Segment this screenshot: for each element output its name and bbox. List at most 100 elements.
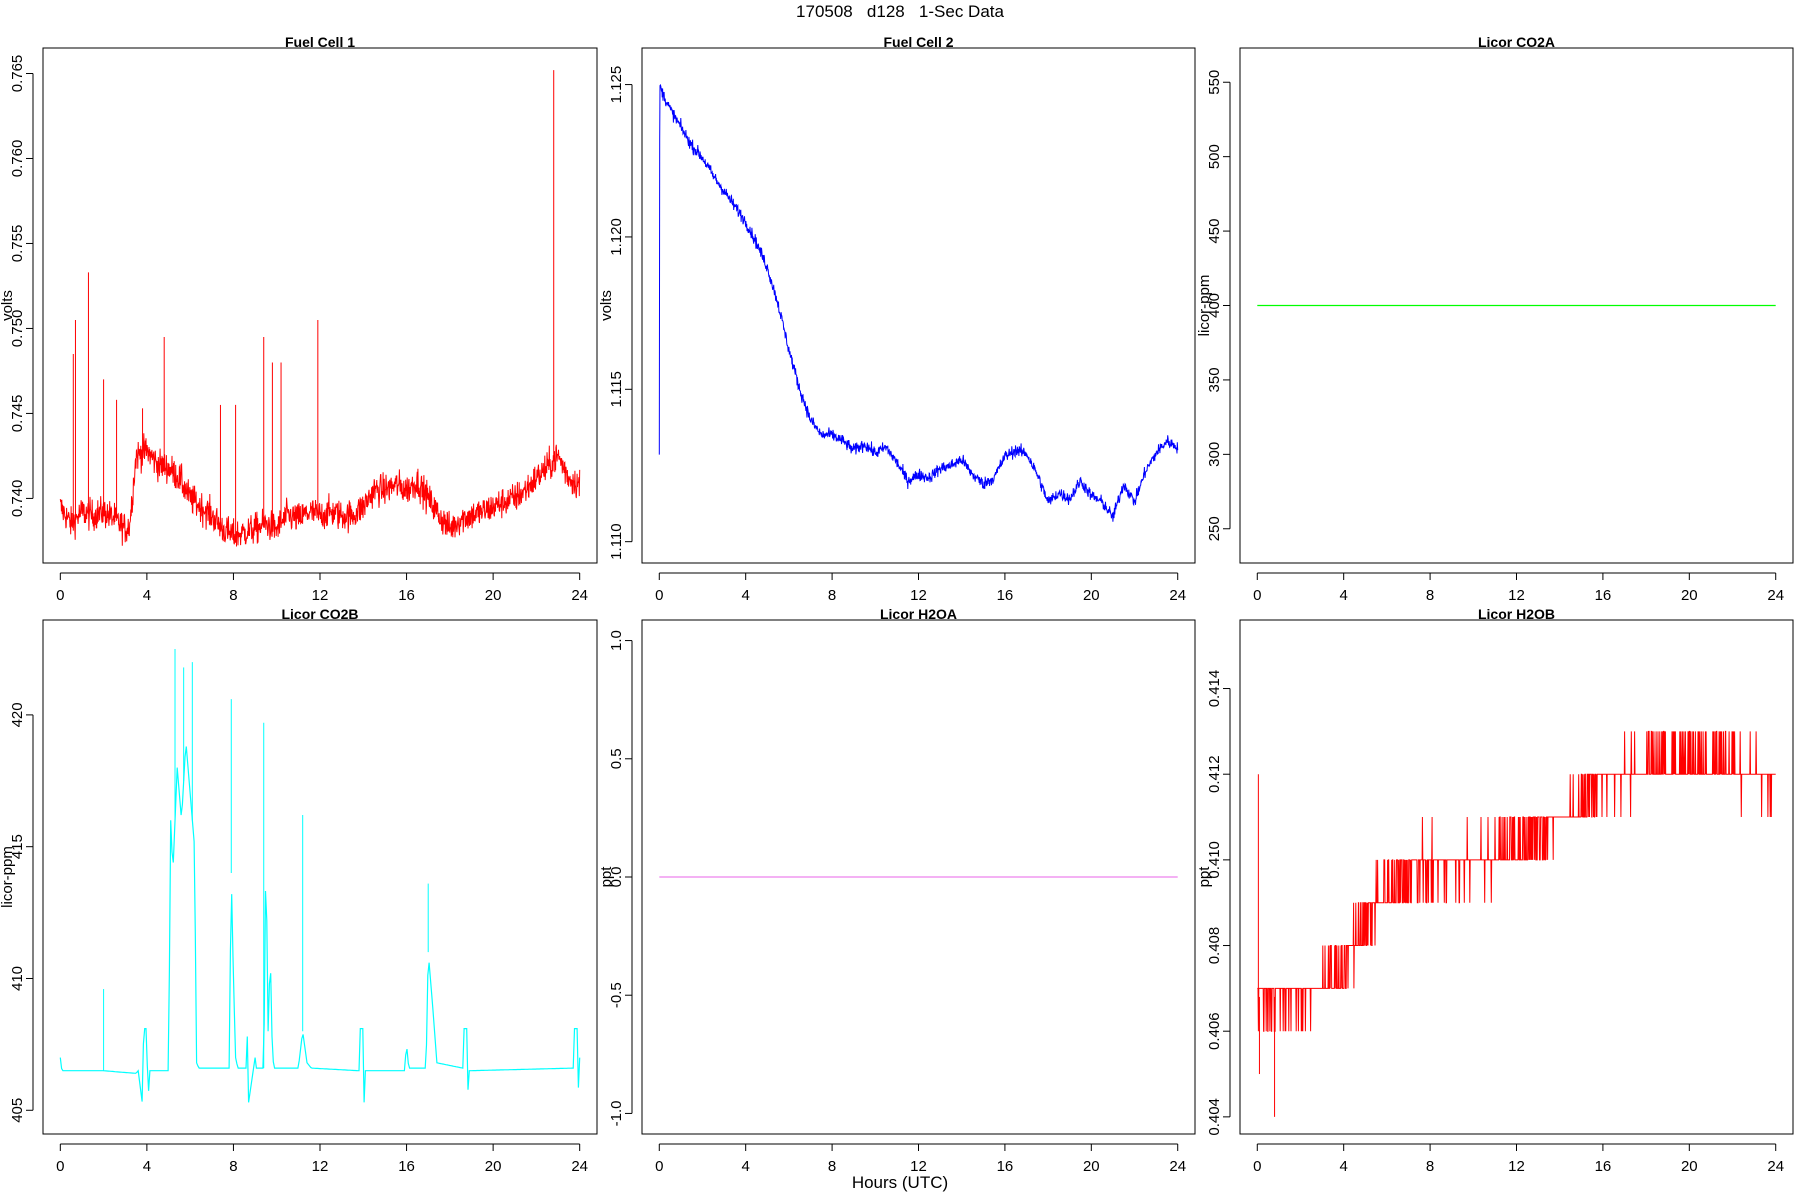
x-tick-label: 24: [1767, 1158, 1784, 1175]
x-tick-label: 0: [56, 1158, 64, 1175]
series-line: [658, 83, 1179, 522]
x-tick-label: 16: [1595, 587, 1612, 604]
series-line: [1257, 730, 1776, 1032]
x-tick-label: 24: [1169, 1158, 1186, 1175]
x-tick-label: 4: [742, 587, 750, 604]
x-tick-label: 4: [742, 1158, 750, 1175]
y-tick-label: 350: [1206, 367, 1223, 392]
x-tick-label: 12: [312, 587, 329, 604]
series-line: [59, 746, 581, 1103]
panel-5: Licor H2OA ppt 0 4 8 12 16 20 24 -1.0 -0.5 0.0 0.5 1.…: [598, 606, 1196, 1175]
y-tick-label: 410: [9, 966, 26, 991]
y-tick-label: 0.755: [9, 225, 26, 263]
plot-frame: [42, 619, 598, 1135]
x-tick-label: 20: [1083, 1158, 1100, 1175]
series-cyan: [59, 648, 581, 1103]
y-tick-label: 1.125: [608, 66, 625, 104]
x-tick-label: 16: [398, 587, 415, 604]
y-tick-label: 400: [1206, 293, 1223, 318]
x-tick-label: 20: [1681, 587, 1698, 604]
panel-title: Licor CO2A: [1478, 34, 1555, 50]
y-tick-label: 0.406: [1206, 1012, 1223, 1050]
y-tick-label: 1.115: [608, 371, 625, 407]
y-tick-label: -0.5: [608, 982, 625, 1008]
x-tick-label: 0: [56, 587, 64, 604]
x-tick-label: 0: [1253, 587, 1261, 604]
y-tick-label: 450: [1206, 219, 1223, 244]
y-tick-label: 420: [9, 702, 26, 727]
y-tick-label: 250: [1206, 516, 1223, 541]
y-tick-label: 405: [9, 1098, 26, 1123]
y-tick-label: -1.0: [608, 1101, 625, 1127]
x-tick-label: 8: [229, 1158, 237, 1175]
plot-frame: [42, 47, 598, 564]
y-tick-label: 0.408: [1206, 927, 1223, 965]
panel-6: Licor H2OB ppt 0 4 8 12 16 20 24 0.404 0.406 0.408 0…: [1196, 606, 1794, 1175]
y-tick-label: 0.410: [1206, 841, 1223, 879]
y-axis-label: ppt: [598, 866, 615, 888]
panel-title: Fuel Cell 1: [285, 34, 355, 50]
x-tick-label: 12: [312, 1158, 329, 1175]
x-tick-label: 4: [1340, 1158, 1348, 1175]
y-tick-label: 500: [1206, 144, 1223, 169]
y-tick-label: 300: [1206, 442, 1223, 467]
x-tick-label: 24: [1767, 587, 1784, 604]
x-tick-label: 4: [143, 587, 151, 604]
x-tick-label: 4: [1340, 587, 1348, 604]
plot-frame: [641, 619, 1196, 1135]
series-red: [1257, 730, 1776, 1117]
x-tick-label: 0: [1253, 1158, 1261, 1175]
y-tick-label: 550: [1206, 70, 1223, 95]
x-tick-label: 20: [1083, 587, 1100, 604]
series-line: [59, 433, 581, 547]
y-tick-label: 0.5: [608, 748, 625, 769]
panel-2: Fuel Cell 2 volts 0 4 8 12 16 20 24 1.110 1.115 1.1…: [598, 34, 1196, 604]
x-tick-label: 16: [997, 587, 1014, 604]
y-axis-label: licor-ppm: [0, 846, 16, 908]
x-tick-label: 20: [485, 587, 502, 604]
y-tick-label: 0.0: [608, 867, 625, 888]
x-tick-label: 12: [910, 1158, 927, 1175]
y-tick-label: 0.760: [9, 140, 26, 178]
x-tick-label: 16: [1595, 1158, 1612, 1175]
x-tick-label: 20: [485, 1158, 502, 1175]
series-blue: [658, 83, 1179, 522]
x-tick-label: 0: [655, 587, 663, 604]
x-tick-label: 24: [1169, 587, 1186, 604]
x-tick-label: 16: [997, 1158, 1014, 1175]
series-red: [59, 70, 581, 547]
panel-4: Licor CO2B licor-ppm 0 4 8 12 16 20 24 405 410 415 4…: [0, 606, 598, 1175]
x-tick-label: 8: [828, 1158, 836, 1175]
x-tick-label: 24: [571, 587, 588, 604]
x-tick-label: 12: [1508, 587, 1525, 604]
y-tick-label: 1.110: [608, 523, 625, 559]
y-tick-label: 0.740: [9, 480, 26, 518]
x-tick-label: 12: [1508, 1158, 1525, 1175]
y-tick-label: 0.404: [1206, 1098, 1223, 1136]
y-tick-label: 415: [9, 834, 26, 859]
y-tick-label: 1.0: [608, 630, 625, 651]
plot-frame: [1239, 619, 1794, 1135]
x-tick-label: 0: [655, 1158, 663, 1175]
y-tick-label: 0.765: [9, 55, 26, 93]
panel-1: Fuel Cell 1 volts 0 4 8 12 16 20 24 0.740 0.745 0.7…: [0, 34, 598, 604]
x-tick-label: 20: [1681, 1158, 1698, 1175]
plot-frame: [641, 47, 1196, 564]
y-tick-label: 1.120: [608, 218, 625, 256]
x-tick-label: 8: [1426, 587, 1434, 604]
plot-frame: [1239, 47, 1794, 564]
y-axis-label: volts: [598, 290, 615, 321]
y-tick-label: 0.745: [9, 395, 26, 433]
y-tick-label: 0.414: [1206, 670, 1223, 708]
x-tick-label: 16: [398, 1158, 415, 1175]
panel-title: Licor H2OA: [880, 606, 957, 622]
x-axis-label: Hours (UTC): [851, 1173, 949, 1192]
x-tick-label: 24: [571, 1158, 588, 1175]
panel-title: Licor CO2B: [281, 606, 358, 622]
y-tick-label: 0.412: [1206, 755, 1223, 793]
panel-title: Fuel Cell 2: [883, 34, 953, 50]
y-axis-label: volts: [0, 290, 16, 321]
y-axis-label: ppt: [1196, 866, 1213, 888]
y-tick-label: 0.750: [9, 310, 26, 348]
